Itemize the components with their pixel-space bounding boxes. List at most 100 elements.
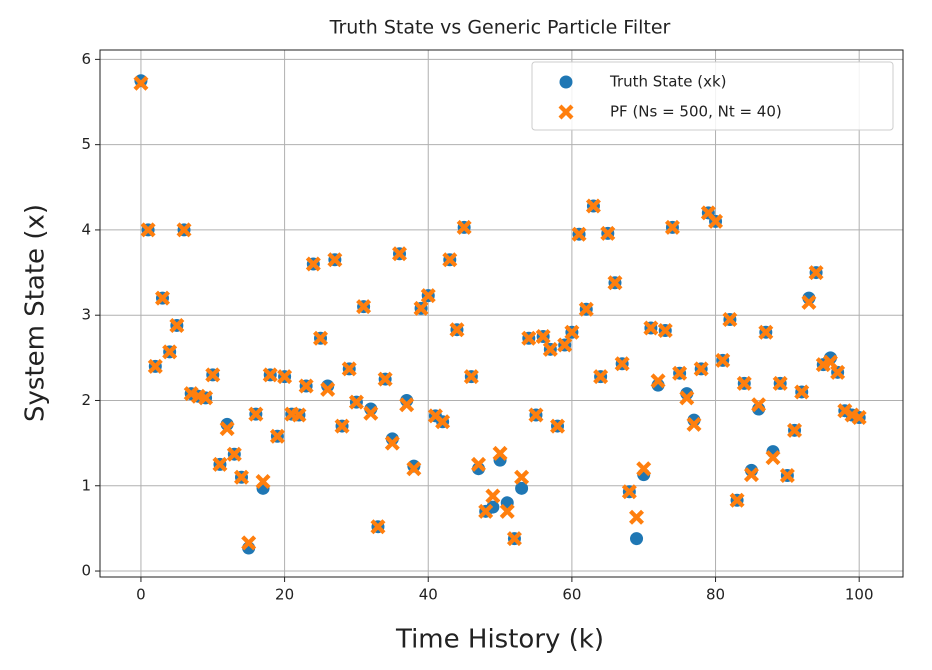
x-marker (162, 344, 178, 360)
x-marker (535, 329, 551, 345)
x-marker (801, 294, 817, 310)
x-marker (449, 322, 465, 338)
x-marker (521, 330, 537, 346)
x-marker (528, 407, 544, 423)
x-marker (564, 324, 580, 340)
x-marker (593, 369, 609, 385)
x-tick-label: 0 (136, 586, 146, 604)
legend-box (531, 61, 894, 131)
x-marker (233, 469, 249, 485)
x-marker (787, 422, 803, 438)
x-marker (794, 384, 810, 400)
y-tick-label: 1 (81, 476, 91, 494)
x-marker (558, 104, 574, 120)
x-marker (492, 445, 508, 461)
x-marker (370, 519, 386, 535)
x-marker (808, 265, 824, 281)
x-marker (715, 352, 731, 368)
point (515, 481, 529, 495)
point (321, 379, 335, 393)
x-marker (298, 378, 314, 394)
x-marker (693, 361, 709, 377)
x-marker (621, 484, 637, 500)
x-marker (392, 246, 408, 262)
x-marker (420, 288, 436, 304)
x-marker (212, 456, 228, 472)
x-marker (248, 406, 264, 422)
chart-title: Truth State vs Generic Particle Filter (329, 17, 671, 39)
x-marker (499, 503, 515, 519)
x-marker (779, 468, 795, 484)
x-marker (269, 428, 285, 444)
x-marker (478, 503, 494, 519)
x-marker (356, 299, 372, 315)
x-marker (751, 397, 767, 413)
x-marker (277, 369, 293, 385)
x-marker (442, 252, 458, 268)
x-marker (557, 337, 573, 353)
x-marker (758, 324, 774, 340)
x-marker (320, 381, 336, 397)
x-marker (765, 450, 781, 466)
x-marker (550, 418, 566, 434)
x-marker (822, 354, 838, 370)
x-marker (334, 418, 350, 434)
x-marker (471, 456, 487, 472)
x-marker (305, 256, 321, 272)
x-marker (435, 414, 451, 430)
x-tick-label: 80 (706, 586, 725, 604)
legend-label: PF (Ns = 500, Nt = 40) (610, 103, 782, 121)
x-marker (585, 198, 601, 214)
y-axis-label: System State (x) (21, 204, 51, 422)
x-marker (226, 446, 242, 462)
x-tick-label: 40 (419, 586, 438, 604)
point (559, 75, 573, 89)
x-marker (154, 290, 170, 306)
x-marker (241, 535, 257, 551)
x-marker (664, 219, 680, 235)
x-marker (636, 461, 652, 477)
x-marker (176, 222, 192, 238)
x-marker (578, 301, 594, 317)
x-marker (851, 410, 867, 426)
x-marker (657, 323, 673, 339)
x-marker (262, 367, 278, 383)
x-marker (377, 371, 393, 387)
x-marker (348, 394, 364, 410)
x-marker (672, 365, 688, 381)
y-tick-label: 0 (81, 562, 91, 580)
x-marker (147, 358, 163, 374)
x-marker (463, 369, 479, 385)
y-tick-label: 2 (81, 391, 91, 409)
point (630, 532, 644, 546)
x-marker (686, 416, 702, 432)
x-marker (363, 405, 379, 421)
x-marker (291, 407, 307, 423)
x-marker (600, 225, 616, 241)
x-tick-label: 60 (562, 586, 581, 604)
x-marker (650, 373, 666, 389)
x-marker (629, 509, 645, 525)
x-marker (514, 469, 530, 485)
x-marker (406, 461, 422, 477)
x-marker (614, 356, 630, 372)
x-marker (341, 361, 357, 377)
x-marker (198, 390, 214, 406)
y-tick-label: 3 (81, 306, 91, 324)
x-marker (219, 421, 235, 437)
x-marker (743, 467, 759, 483)
x-marker (485, 488, 501, 504)
x-marker (772, 375, 788, 391)
x-tick-label: 20 (275, 586, 294, 604)
x-axis-label: Time History (k) (395, 625, 604, 655)
x-marker (169, 317, 185, 333)
x-marker (607, 275, 623, 291)
x-tick-label: 100 (845, 586, 874, 604)
x-marker (736, 375, 752, 391)
x-marker (413, 300, 429, 316)
x-marker (571, 226, 587, 242)
y-tick-label: 6 (81, 50, 91, 68)
x-marker (313, 330, 329, 346)
x-marker (456, 219, 472, 235)
